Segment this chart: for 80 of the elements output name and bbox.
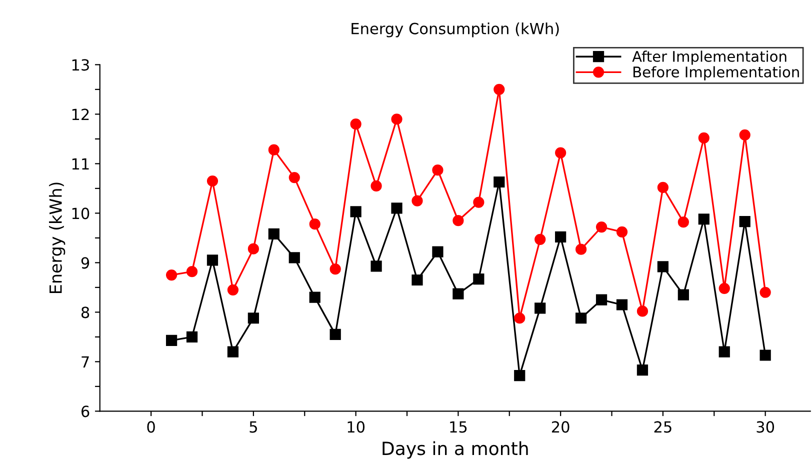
point <box>575 244 587 255</box>
point <box>268 144 280 156</box>
y-tick-label: 9 <box>81 257 90 269</box>
point <box>596 294 608 306</box>
point <box>760 286 771 298</box>
point <box>494 84 505 95</box>
point <box>616 299 628 310</box>
point <box>268 228 280 240</box>
point <box>760 350 771 361</box>
point <box>186 266 198 278</box>
point <box>227 284 239 296</box>
point <box>412 195 423 206</box>
point <box>206 254 218 266</box>
point <box>370 260 382 272</box>
x-axis-title: Days in a month <box>382 441 528 459</box>
point <box>166 334 178 346</box>
y-tick-label: 6 <box>82 406 90 418</box>
point <box>698 214 710 225</box>
y-tick-label: 7 <box>82 356 89 368</box>
legend-label: After Implementation <box>632 50 786 65</box>
y-tick-label: 8 <box>81 306 90 318</box>
point <box>412 274 423 286</box>
point <box>718 282 730 294</box>
point <box>432 246 444 258</box>
point <box>534 234 546 245</box>
point <box>452 215 464 226</box>
point <box>596 221 608 233</box>
x-tick-label: 0 <box>147 421 155 433</box>
point <box>514 312 526 324</box>
point <box>739 129 750 141</box>
point <box>288 252 300 264</box>
point <box>330 328 341 340</box>
x-tick-label: 25 <box>654 421 672 433</box>
point <box>678 216 689 228</box>
point <box>636 306 648 317</box>
point <box>657 261 669 272</box>
point <box>248 243 259 254</box>
point <box>309 292 320 303</box>
point <box>555 231 566 242</box>
y-tick-label: 12 <box>72 108 89 120</box>
point <box>432 164 444 176</box>
point <box>350 206 362 218</box>
chart-title: Energy Consumption (kWh) <box>352 22 559 38</box>
point <box>350 118 362 130</box>
point <box>636 364 648 376</box>
y-axis-title: Energy (kWh) <box>49 182 66 293</box>
point <box>494 176 505 188</box>
y-tick-label: 13 <box>72 59 89 71</box>
point <box>227 346 239 358</box>
point <box>206 175 218 187</box>
point <box>370 180 382 192</box>
point <box>534 302 546 314</box>
point <box>452 288 464 300</box>
point <box>718 346 730 358</box>
point <box>698 132 710 144</box>
point <box>678 289 689 300</box>
y-tick-label: 11 <box>72 158 89 170</box>
point <box>309 218 320 230</box>
x-tick-label: 30 <box>756 421 774 433</box>
x-tick-label: 15 <box>450 421 467 433</box>
point <box>616 226 628 238</box>
point <box>657 182 669 193</box>
point <box>473 273 484 285</box>
point <box>514 370 526 382</box>
point <box>555 147 566 158</box>
point <box>391 202 402 214</box>
point <box>288 172 300 184</box>
point <box>739 216 750 228</box>
point <box>575 312 587 324</box>
x-tick-label: 10 <box>348 421 365 433</box>
point <box>330 264 341 275</box>
x-tick-label: 5 <box>250 421 257 433</box>
legend-label: Before Implementation <box>633 66 799 80</box>
y-tick-label: 10 <box>72 208 90 220</box>
point <box>473 196 484 208</box>
point <box>248 312 259 324</box>
point <box>186 331 198 342</box>
x-tick-label: 20 <box>552 421 570 433</box>
point <box>166 270 178 281</box>
point <box>391 114 402 125</box>
